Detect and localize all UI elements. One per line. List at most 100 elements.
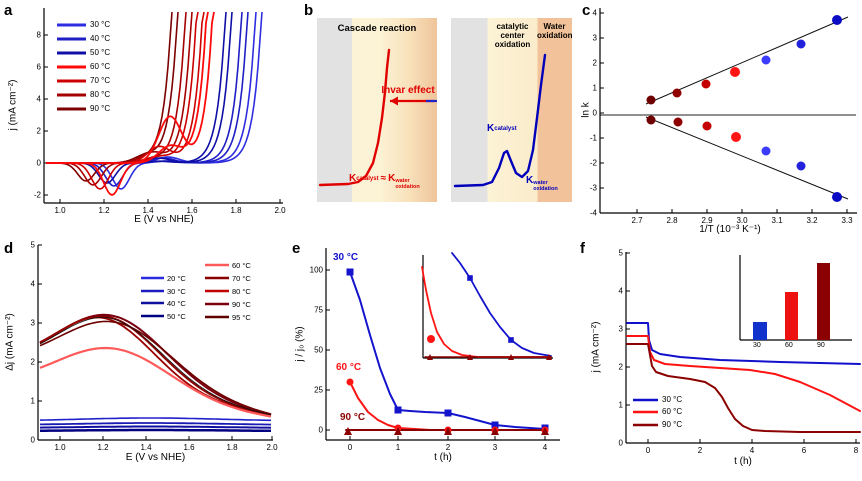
legend-f-90C: 90 °C <box>662 420 683 429</box>
legend-d-left-2: 30 °C <box>167 287 186 296</box>
svg-text:5: 5 <box>619 249 624 258</box>
legend-a-80C: 80 °C <box>90 90 111 99</box>
k2-sub1: water <box>395 178 410 184</box>
bar-label-90: 90 <box>817 342 825 349</box>
svg-text:1.0: 1.0 <box>54 443 66 452</box>
svg-text:3.0: 3.0 <box>736 216 748 225</box>
axis-e-y: j / j₀ (%) <box>294 326 306 362</box>
svg-text:8: 8 <box>37 31 42 40</box>
svg-text:4: 4 <box>37 95 42 104</box>
svg-text:2.7: 2.7 <box>631 216 643 225</box>
legend-f-30C: 30 °C <box>662 395 683 404</box>
svg-text:3.3: 3.3 <box>841 216 853 225</box>
kwo-sub1: water <box>533 180 548 186</box>
svg-text:-2: -2 <box>590 159 598 168</box>
axis-d-y: Δj (mA cm⁻²) <box>4 313 16 371</box>
svg-text:-3: -3 <box>590 184 598 193</box>
svg-text:2: 2 <box>619 363 624 372</box>
axis-d-x: E (V vs NHE) <box>125 452 186 463</box>
svg-text:3.1: 3.1 <box>771 216 783 225</box>
panel-letter-f: f <box>580 240 585 257</box>
legend-d-right-5: 95 °C <box>232 313 251 322</box>
panel-letter-b: b <box>304 2 314 19</box>
svg-text:6: 6 <box>802 446 807 455</box>
cascade-title: Cascade reaction <box>337 23 417 34</box>
svg-text:0: 0 <box>37 159 42 168</box>
svg-text:3: 3 <box>493 443 498 452</box>
svg-text:2: 2 <box>37 127 42 136</box>
svg-text:4: 4 <box>750 446 755 455</box>
svg-text:1.2: 1.2 <box>98 206 110 215</box>
svg-text:100: 100 <box>310 266 324 275</box>
bar-label-30: 30 <box>753 342 761 349</box>
k1-sub: catalyst <box>356 176 379 182</box>
legend-a-90C: 90 °C <box>90 104 111 113</box>
invar-effect-label: Invar effect <box>381 85 435 96</box>
svg-text:-2: -2 <box>34 191 42 200</box>
svg-text:1: 1 <box>396 443 401 452</box>
svg-text:4: 4 <box>31 280 36 289</box>
svg-text:1.8: 1.8 <box>226 443 238 452</box>
axis-f-y: j (mA cm⁻²) <box>590 321 602 373</box>
axis-a-x: E (V vs NHE) <box>134 214 194 225</box>
svg-text:4: 4 <box>593 9 598 18</box>
legend-f-60C: 60 °C <box>662 407 683 416</box>
legend-d-left-3: 40 °C <box>167 299 186 308</box>
legend-d-left-4: 50 °C <box>167 312 186 321</box>
svg-text:75: 75 <box>314 306 323 315</box>
svg-text:1: 1 <box>619 401 624 410</box>
svg-text:4: 4 <box>619 287 624 296</box>
svg-text:2: 2 <box>31 358 36 367</box>
svg-text:-4: -4 <box>590 209 598 218</box>
axis-a-y: j (mA cm⁻²) <box>7 79 19 131</box>
axis-c-y: ln k <box>580 102 592 118</box>
svg-text:6: 6 <box>37 63 42 72</box>
svg-text:1.0: 1.0 <box>54 206 66 215</box>
k2: K <box>388 173 396 184</box>
svg-text:4: 4 <box>543 443 548 452</box>
kcat-sub: catalyst <box>494 126 517 132</box>
svg-text:0: 0 <box>593 109 598 118</box>
svg-text:5: 5 <box>31 241 36 250</box>
svg-text:0: 0 <box>348 443 353 452</box>
svg-text:8: 8 <box>854 446 859 455</box>
k2-sub2: oxidation <box>395 183 420 190</box>
water-oxidation-band-label: Water oxidation <box>537 22 573 40</box>
label-e-30C: 30 °C <box>333 252 359 263</box>
label-e-90C: 90 °C <box>340 412 366 423</box>
svg-text:1.2: 1.2 <box>97 443 109 452</box>
bar-label-60: 60 <box>785 342 793 349</box>
kwo: K <box>526 175 534 186</box>
svg-text:1.8: 1.8 <box>230 206 242 215</box>
svg-text:50: 50 <box>314 346 323 355</box>
catalytic-center-oxidation-band-label: catalytic center oxidation <box>494 22 531 49</box>
svg-text:0: 0 <box>319 426 324 435</box>
legend-a-50C: 50 °C <box>90 48 111 57</box>
cascade-schematic-background <box>317 18 437 202</box>
svg-text:2.0: 2.0 <box>266 443 278 452</box>
svg-text:1.4: 1.4 <box>142 206 154 215</box>
svg-text:25: 25 <box>314 386 323 395</box>
axis-f-x: t (h) <box>734 456 752 467</box>
stepwise-schematic-background <box>451 18 572 202</box>
legend-a-60C: 60 °C <box>90 62 111 71</box>
svg-text:2.9: 2.9 <box>701 216 713 225</box>
legend-d-right-4: 90 °C <box>232 300 251 309</box>
panel-letter-c: c <box>582 2 591 19</box>
k1: K <box>349 173 357 184</box>
svg-text:2.0: 2.0 <box>274 206 286 215</box>
svg-text:2: 2 <box>698 446 703 455</box>
svg-text:1.4: 1.4 <box>140 443 152 452</box>
svg-text:3.2: 3.2 <box>806 216 818 225</box>
svg-text:3: 3 <box>31 319 36 328</box>
svg-text:2: 2 <box>593 59 598 68</box>
svg-text:1: 1 <box>31 397 36 406</box>
svg-text:3: 3 <box>593 34 598 43</box>
kcat: K <box>487 123 495 134</box>
axis-c-x: 1/T (10⁻³ K⁻¹) <box>699 224 761 235</box>
